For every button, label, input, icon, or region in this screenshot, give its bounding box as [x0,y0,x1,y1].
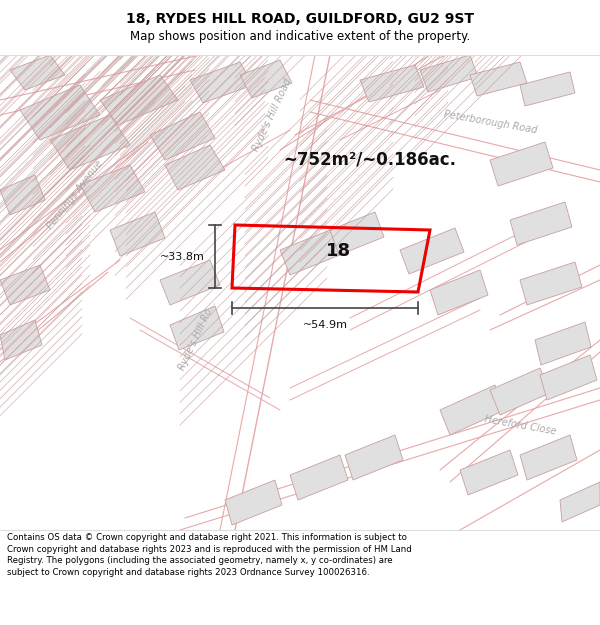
Text: Pennings Avenue: Pennings Avenue [45,159,105,231]
Polygon shape [520,435,577,480]
Polygon shape [470,62,527,96]
Text: ~54.9m: ~54.9m [302,320,347,330]
Polygon shape [360,65,424,102]
Polygon shape [280,230,340,275]
Polygon shape [290,455,348,500]
Polygon shape [520,72,575,106]
Polygon shape [160,260,220,305]
Polygon shape [110,212,165,256]
Polygon shape [20,85,100,140]
Polygon shape [10,55,65,90]
Polygon shape [165,145,225,190]
Polygon shape [0,265,50,305]
Text: Hereford Close: Hereford Close [484,414,557,436]
Polygon shape [520,262,582,305]
Polygon shape [50,115,130,170]
Polygon shape [0,175,45,215]
Polygon shape [240,60,292,98]
Polygon shape [430,270,488,315]
Polygon shape [190,62,253,103]
Polygon shape [420,55,478,92]
Polygon shape [80,165,145,212]
Polygon shape [535,322,591,365]
Polygon shape [345,435,403,480]
Text: Contains OS data © Crown copyright and database right 2021. This information is : Contains OS data © Crown copyright and d… [7,533,412,578]
Polygon shape [460,450,518,495]
Polygon shape [490,368,550,415]
Polygon shape [170,306,224,350]
Text: Peterborough Road: Peterborough Road [443,109,538,135]
Polygon shape [0,320,42,360]
Text: Ryde's Hill Road: Ryde's Hill Road [251,77,293,153]
Polygon shape [100,75,178,125]
Polygon shape [400,228,464,274]
Polygon shape [490,142,553,186]
Text: Map shows position and indicative extent of the property.: Map shows position and indicative extent… [130,30,470,43]
Text: 18, RYDES HILL ROAD, GUILDFORD, GU2 9ST: 18, RYDES HILL ROAD, GUILDFORD, GU2 9ST [126,12,474,26]
Text: ~752m²/~0.186ac.: ~752m²/~0.186ac. [284,151,457,169]
Polygon shape [150,112,215,160]
Polygon shape [510,202,572,245]
Text: ~33.8m: ~33.8m [160,251,205,261]
Polygon shape [560,482,600,522]
Polygon shape [540,355,597,400]
Polygon shape [440,385,505,435]
Text: Ryde's Hill Ro...: Ryde's Hill Ro... [178,298,218,372]
Polygon shape [225,480,282,525]
Text: 18: 18 [326,242,352,260]
Polygon shape [330,212,384,255]
